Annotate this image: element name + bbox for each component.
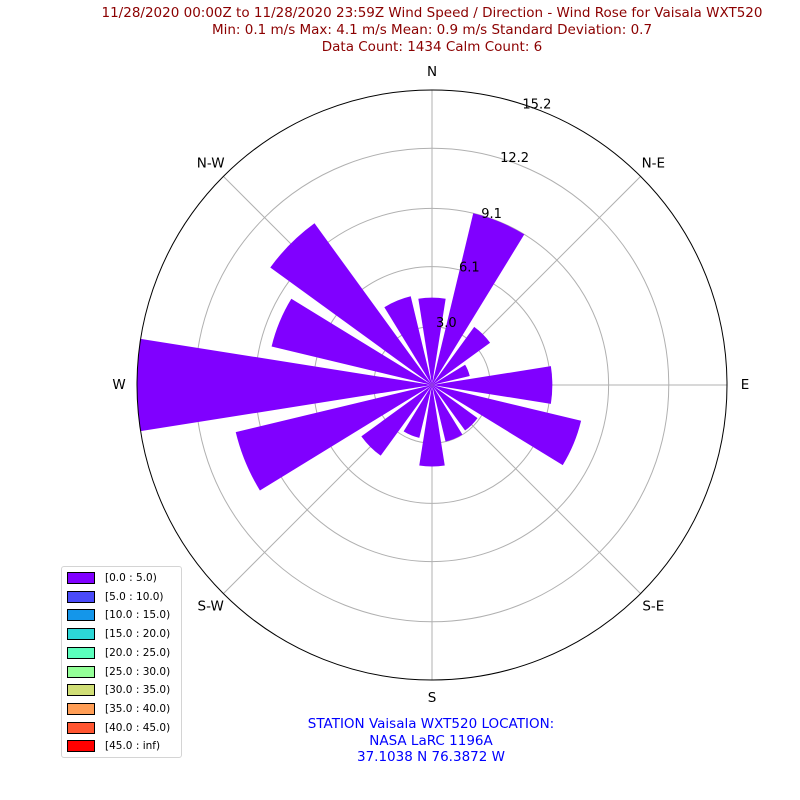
bar-nw xyxy=(270,223,432,385)
bar-nne xyxy=(432,213,525,385)
station-line-2: NASA LaRC 1196A xyxy=(369,732,493,749)
radial-tick-label-2: 9.1 xyxy=(481,207,502,222)
bars-layer xyxy=(136,213,582,491)
direction-label-s-e: S-E xyxy=(642,598,664,614)
legend-label: [40.0 : 45.0) xyxy=(105,721,171,734)
legend-label: [5.0 : 10.0) xyxy=(105,590,164,603)
legend-label: [35.0 : 40.0) xyxy=(105,702,171,715)
direction-label-e: E xyxy=(741,377,750,393)
legend-label: [20.0 : 25.0) xyxy=(105,646,171,659)
legend-swatch xyxy=(67,646,95,659)
legend-swatch xyxy=(67,609,95,622)
legend-label: [25.0 : 30.0) xyxy=(105,665,171,678)
direction-label-s-w: S-W xyxy=(198,598,224,614)
station-line-3: 37.1038 N 76.3872 W xyxy=(357,749,505,765)
chart-title: 11/28/2020 00:00Z to 11/28/2020 23:59Z W… xyxy=(0,5,800,56)
bar-sw xyxy=(361,385,432,456)
bar-wsw xyxy=(235,385,432,491)
legend-label: [15.0 : 20.0) xyxy=(105,628,171,641)
bar-ese xyxy=(432,385,582,466)
bar-n xyxy=(418,297,446,385)
outer-circle xyxy=(136,89,728,681)
labels-layer: N N-E E S-E S S-W W N-W 3.0 6.1 9.1 12.2 15.2 xyxy=(112,64,749,706)
legend-swatch xyxy=(67,721,95,734)
legend-label: [10.0 : 15.0) xyxy=(105,609,171,622)
legend-swatch xyxy=(67,590,95,603)
direction-label-n-e: N-E xyxy=(642,156,666,172)
bar-ne xyxy=(432,326,491,385)
direction-label-w: W xyxy=(112,377,125,393)
title-line-1: 11/28/2020 00:00Z to 11/28/2020 23:59Z W… xyxy=(101,5,763,21)
bar-e xyxy=(432,366,553,404)
title-line-2: Min: 0.1 m/s Max: 4.1 m/s Mean: 0.9 m/s … xyxy=(211,22,653,38)
bar-wnw xyxy=(271,298,432,385)
radial-tick-label-4: 15.2 xyxy=(522,97,551,112)
legend-label: [30.0 : 35.0) xyxy=(105,684,171,697)
title-line-3: Data Count: 1434 Calm Count: 6 xyxy=(321,39,543,55)
bar-ssw xyxy=(403,385,432,438)
legend-label: [0.0 : 5.0) xyxy=(105,572,157,584)
legend-swatch xyxy=(67,572,95,584)
legend-label: [45.0 : inf) xyxy=(105,740,161,753)
legend: [0.0 : 5.0) [5.0 : 10.0) [10.0 : 15.0) [15.… xyxy=(61,566,182,758)
bar-s xyxy=(419,385,445,467)
radial-tick-label-0: 3.0 xyxy=(436,316,457,331)
station-info: STATION Vaisala WXT520 LOCATION: NASA La… xyxy=(231,716,631,766)
station-line-1: STATION Vaisala WXT520 LOCATION: xyxy=(307,716,555,732)
bar-w xyxy=(136,338,433,432)
legend-swatch xyxy=(67,702,95,715)
legend-swatch xyxy=(67,684,95,697)
legend-swatch xyxy=(67,740,95,753)
direction-label-n: N xyxy=(427,64,437,80)
legend-swatch xyxy=(67,665,95,678)
radial-tick-label-3: 12.2 xyxy=(500,151,529,166)
bar-se xyxy=(432,385,478,431)
radial-tick-label-1: 6.1 xyxy=(459,261,480,276)
direction-label-n-w: N-W xyxy=(197,156,225,172)
bar-ene xyxy=(432,364,470,385)
bar-nnw xyxy=(384,296,432,385)
bar-sse xyxy=(432,385,463,442)
direction-label-s: S xyxy=(428,690,437,706)
legend-swatch xyxy=(67,628,95,641)
